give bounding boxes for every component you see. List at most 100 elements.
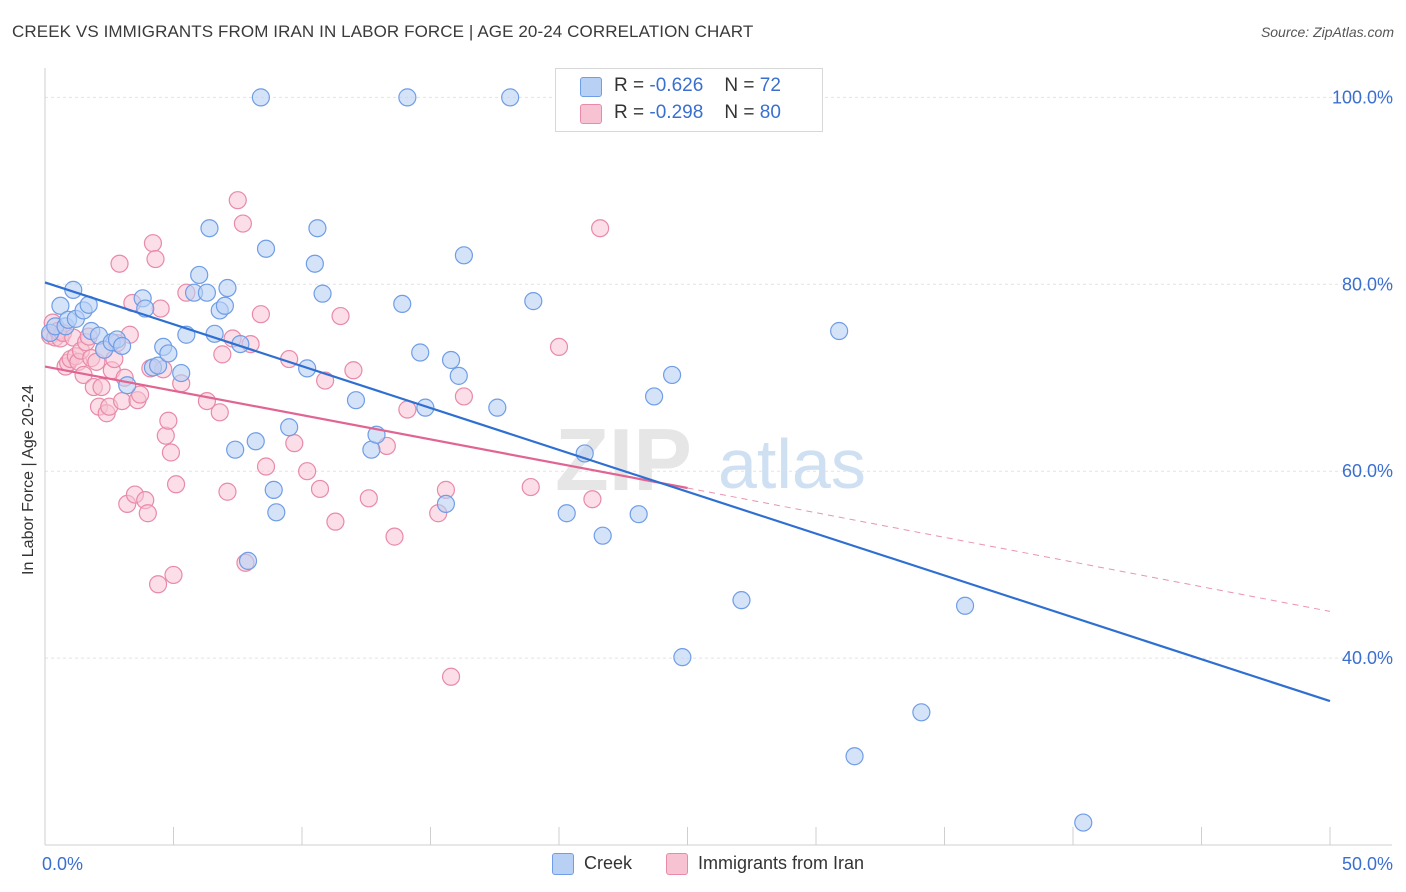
creek-point bbox=[267, 503, 286, 522]
iran-point bbox=[285, 434, 304, 453]
x-tick-label: 50.0% bbox=[1342, 854, 1393, 874]
creek-point bbox=[1074, 813, 1093, 832]
iran-point bbox=[92, 377, 111, 397]
iran-points bbox=[41, 191, 610, 686]
iran-point bbox=[151, 299, 170, 318]
creek-point bbox=[441, 350, 461, 370]
creek-point bbox=[112, 336, 132, 356]
legend-r-label: R = bbox=[614, 75, 645, 96]
legend-n-label: N = bbox=[724, 102, 755, 123]
creek-point bbox=[436, 494, 456, 513]
x-tick-label: 0.0% bbox=[42, 854, 83, 874]
iran-point bbox=[159, 411, 178, 430]
iran-point bbox=[298, 462, 317, 481]
axes bbox=[44, 68, 1392, 846]
creek-point bbox=[159, 344, 178, 363]
iran-point bbox=[344, 361, 363, 380]
gridlines bbox=[45, 96, 1392, 659]
creek-point bbox=[912, 703, 931, 722]
creek-point bbox=[264, 480, 283, 499]
creek-point bbox=[644, 387, 664, 406]
iran-point bbox=[164, 565, 183, 585]
iran-point bbox=[583, 490, 602, 509]
iran-point bbox=[148, 575, 168, 594]
iran-point bbox=[454, 387, 474, 406]
iran-point bbox=[549, 337, 569, 356]
creek-point bbox=[51, 296, 70, 315]
creek-point bbox=[118, 376, 137, 395]
creek-point bbox=[557, 504, 576, 523]
legend-r-label: R = bbox=[614, 102, 645, 123]
creek-point bbox=[215, 296, 234, 315]
watermark-atlas: atlas bbox=[718, 425, 866, 503]
creek-point bbox=[256, 239, 276, 258]
iran-point bbox=[161, 443, 181, 462]
iran-point bbox=[138, 504, 157, 523]
iran-point bbox=[310, 479, 330, 499]
y-tick-label: 80.0% bbox=[1342, 274, 1393, 294]
creek-point bbox=[398, 88, 417, 107]
iran-point bbox=[166, 475, 186, 494]
creek-point bbox=[238, 551, 258, 571]
creek-point bbox=[629, 505, 648, 524]
iran-point bbox=[156, 426, 175, 445]
creek-point bbox=[246, 432, 265, 451]
chart-title: CREEK VS IMMIGRANTS FROM IRAN IN LABOR F… bbox=[12, 22, 754, 41]
legend-r-value: -0.298 bbox=[649, 102, 704, 123]
y-tick-label: 100.0% bbox=[1332, 87, 1393, 107]
iran-point bbox=[233, 214, 252, 233]
creek-point bbox=[845, 747, 864, 766]
iran-point bbox=[359, 489, 378, 508]
iran-point bbox=[228, 191, 247, 210]
iran-point bbox=[521, 477, 540, 497]
creek-point bbox=[593, 526, 612, 545]
creek-point bbox=[226, 440, 245, 459]
legend-n-value: 80 bbox=[759, 102, 781, 123]
iran-point bbox=[316, 371, 335, 390]
iran-trend-line bbox=[44, 365, 688, 490]
iran-point bbox=[218, 482, 237, 501]
creek-point bbox=[218, 278, 237, 298]
iran-point bbox=[256, 457, 276, 476]
creek-point bbox=[346, 391, 366, 410]
iran-point bbox=[146, 249, 165, 269]
iran-point bbox=[591, 219, 610, 238]
y-axis-label: In Labor Force | Age 20-24 bbox=[20, 384, 37, 575]
creek-point bbox=[308, 219, 327, 238]
source-label: Source: ZipAtlas.com bbox=[1260, 24, 1394, 40]
creek-point bbox=[280, 418, 299, 437]
creek-point bbox=[251, 88, 270, 107]
creek-legend-label: Creek bbox=[584, 853, 633, 873]
creek-point bbox=[148, 356, 168, 375]
creek-trend-line bbox=[44, 281, 1331, 703]
y-tick-label: 60.0% bbox=[1342, 461, 1393, 481]
creek-points bbox=[41, 88, 1093, 832]
creek-point bbox=[305, 254, 324, 273]
watermark-zip: ZIP bbox=[555, 410, 692, 509]
iran-point bbox=[326, 512, 345, 531]
creek-point bbox=[955, 596, 975, 615]
creek-point bbox=[200, 219, 219, 238]
legend-r-value: -0.626 bbox=[649, 75, 704, 96]
creek-point bbox=[313, 284, 332, 303]
x-tick-labels: 0.0% 50.0% bbox=[42, 854, 1393, 874]
creek-point bbox=[416, 398, 435, 417]
iran-point bbox=[210, 403, 229, 422]
creek-point bbox=[524, 292, 543, 311]
creek-point bbox=[488, 398, 507, 417]
creek-point bbox=[454, 246, 474, 265]
iran-point bbox=[112, 392, 132, 411]
iran-point bbox=[251, 305, 270, 324]
iran-point bbox=[213, 345, 232, 364]
iran-trend-extension bbox=[687, 487, 1331, 612]
creek-point bbox=[673, 648, 692, 667]
creek-point bbox=[393, 294, 412, 314]
iran-legend-swatch bbox=[666, 853, 688, 875]
creek-point bbox=[732, 591, 751, 610]
iran-point bbox=[110, 254, 129, 273]
creek-swatch bbox=[580, 77, 602, 97]
creek-point bbox=[662, 365, 682, 385]
iran-point bbox=[143, 234, 163, 253]
correlation-legend: R = -0.626 N = 72 R = -0.298 N = 80 bbox=[555, 68, 823, 132]
